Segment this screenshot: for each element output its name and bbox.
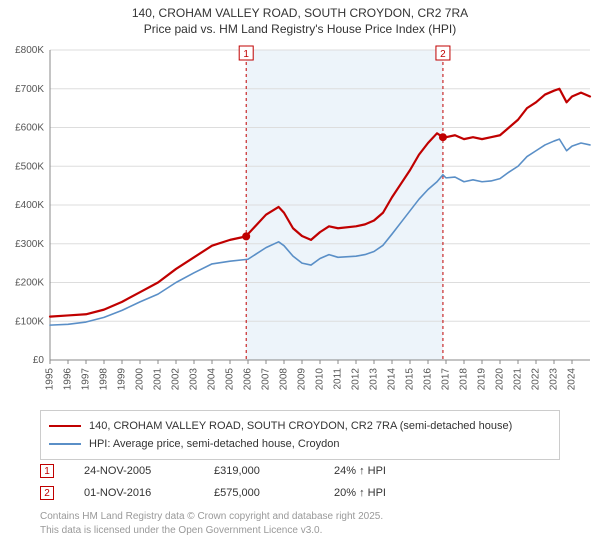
svg-text:2007: 2007 [261, 368, 272, 391]
svg-text:2001: 2001 [153, 368, 164, 391]
legend-swatch [49, 443, 81, 445]
legend-label: 140, CROHAM VALLEY ROAD, SOUTH CROYDON, … [89, 420, 512, 432]
svg-text:2015: 2015 [405, 368, 416, 391]
svg-text:2016: 2016 [423, 368, 434, 391]
marker-hpi: 20% ↑ HPI [334, 487, 454, 499]
svg-text:2002: 2002 [171, 368, 182, 391]
svg-text:2018: 2018 [459, 368, 470, 391]
attribution-footer: Contains HM Land Registry data © Crown c… [40, 510, 560, 537]
svg-text:2013: 2013 [369, 368, 380, 391]
svg-text:£600K: £600K [15, 123, 44, 134]
svg-text:£500K: £500K [15, 161, 44, 172]
svg-text:1999: 1999 [117, 368, 128, 391]
marker-date: 01-NOV-2016 [84, 487, 214, 499]
marker-price: £319,000 [214, 465, 334, 477]
legend-label: HPI: Average price, semi-detached house,… [89, 438, 340, 450]
svg-text:£800K: £800K [15, 45, 44, 56]
svg-text:1995: 1995 [45, 368, 56, 391]
svg-text:2017: 2017 [441, 368, 452, 391]
svg-text:2005: 2005 [225, 368, 236, 391]
sale-marker-row: 2 01-NOV-2016 £575,000 20% ↑ HPI [40, 482, 560, 504]
marker-hpi: 24% ↑ HPI [334, 465, 454, 477]
title-line-2: Price paid vs. HM Land Registry's House … [144, 22, 456, 36]
svg-text:£0: £0 [33, 355, 45, 366]
footer-line-2: This data is licensed under the Open Gov… [40, 525, 322, 536]
svg-text:2021: 2021 [513, 368, 524, 391]
chart-plot-area: £0 £100K £200K £300K £400K £500K £600K £700K £80… [0, 40, 600, 400]
svg-text:2009: 2009 [297, 368, 308, 391]
marker-badge: 2 [40, 486, 54, 500]
legend-item: 140, CROHAM VALLEY ROAD, SOUTH CROYDON, … [49, 417, 551, 435]
chart-container: 140, CROHAM VALLEY ROAD, SOUTH CROYDON, … [0, 0, 600, 560]
sale-markers: 1 24-NOV-2005 £319,000 24% ↑ HPI 2 01-NO… [40, 460, 560, 504]
svg-text:2010: 2010 [315, 368, 326, 391]
svg-text:£400K: £400K [15, 200, 44, 211]
sale-marker-row: 1 24-NOV-2005 £319,000 24% ↑ HPI [40, 460, 560, 482]
svg-text:2004: 2004 [207, 368, 218, 391]
legend-item: HPI: Average price, semi-detached house,… [49, 435, 551, 453]
chart-title: 140, CROHAM VALLEY ROAD, SOUTH CROYDON, … [0, 0, 600, 37]
svg-text:2: 2 [440, 49, 446, 60]
marker-price: £575,000 [214, 487, 334, 499]
svg-text:1996: 1996 [63, 368, 74, 391]
svg-text:£100K: £100K [15, 316, 44, 327]
svg-text:2014: 2014 [387, 368, 398, 391]
svg-text:£700K: £700K [15, 84, 44, 95]
svg-text:2022: 2022 [531, 368, 542, 391]
svg-text:2020: 2020 [495, 368, 506, 391]
svg-text:2003: 2003 [189, 368, 200, 391]
svg-text:£300K: £300K [15, 239, 44, 250]
svg-text:2011: 2011 [333, 368, 344, 390]
svg-text:1997: 1997 [81, 368, 92, 391]
legend: 140, CROHAM VALLEY ROAD, SOUTH CROYDON, … [40, 410, 560, 460]
svg-text:2023: 2023 [549, 368, 560, 391]
svg-text:2024: 2024 [567, 368, 578, 391]
chart-svg: £0 £100K £200K £300K £400K £500K £600K £700K £80… [0, 40, 600, 400]
legend-swatch [49, 425, 81, 427]
marker-badge: 1 [40, 464, 54, 478]
svg-text:£200K: £200K [15, 278, 44, 289]
svg-text:2000: 2000 [135, 368, 146, 391]
title-line-1: 140, CROHAM VALLEY ROAD, SOUTH CROYDON, … [132, 6, 468, 20]
svg-text:1: 1 [243, 49, 249, 60]
svg-text:1998: 1998 [99, 368, 110, 391]
marker-date: 24-NOV-2005 [84, 465, 214, 477]
svg-text:2019: 2019 [477, 368, 488, 391]
svg-text:2008: 2008 [279, 368, 290, 391]
svg-text:2006: 2006 [243, 368, 254, 391]
footer-line-1: Contains HM Land Registry data © Crown c… [40, 511, 383, 522]
svg-text:2012: 2012 [351, 368, 362, 391]
